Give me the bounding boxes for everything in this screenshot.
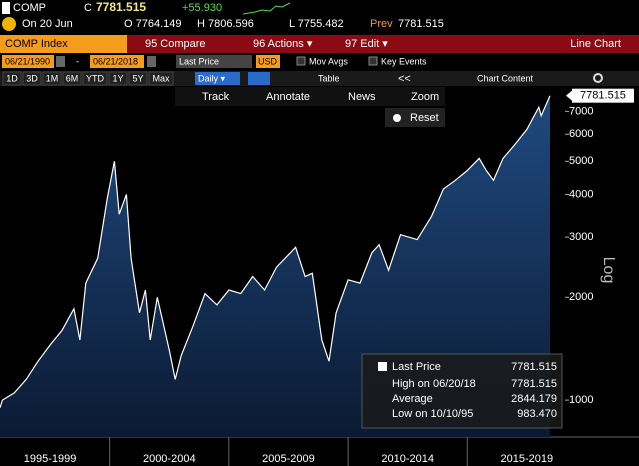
chart-kind: Line Chart	[570, 38, 621, 50]
period-button[interactable]	[128, 71, 148, 86]
prev: 7781.515	[398, 18, 444, 30]
period-button[interactable]	[42, 71, 62, 86]
currency-box[interactable]	[256, 55, 280, 68]
security-box[interactable]	[0, 35, 127, 53]
settings-icon[interactable]	[593, 73, 603, 83]
start-date-box[interactable]	[2, 55, 54, 68]
period-button[interactable]	[62, 71, 82, 86]
x-tick-label: 2005-2009	[262, 453, 315, 465]
stat-value: 983.470	[517, 408, 557, 420]
field[interactable]: Last Price	[179, 56, 219, 66]
ticker: COMP	[13, 2, 46, 14]
y-tick-label: 6000	[569, 128, 593, 140]
open: O 7764.149	[124, 18, 182, 30]
last-value-pointer	[566, 90, 572, 101]
low: L 7755.482	[289, 18, 344, 30]
stat-label: High on 06/20/18	[392, 378, 476, 390]
reset-icon[interactable]	[393, 114, 401, 122]
checkbox[interactable]	[368, 56, 378, 66]
actions-menu[interactable]: 96 Actions ▾	[253, 38, 313, 50]
edit-menu[interactable]: 97 Edit ▾	[345, 38, 388, 50]
period-button[interactable]	[148, 71, 174, 86]
security[interactable]: COMP Index	[5, 38, 68, 50]
period-label[interactable]: 1D	[6, 73, 18, 83]
sparkline	[242, 2, 291, 15]
field-box[interactable]	[176, 55, 252, 68]
period-label[interactable]: 3D	[26, 73, 38, 83]
legend	[361, 353, 563, 429]
y-tick-label: 3000	[569, 231, 593, 243]
checkbox[interactable]	[296, 56, 306, 66]
end-date[interactable]: 06/21/2018	[93, 56, 138, 66]
quote-date: On 20 Jun	[22, 18, 73, 30]
x-tick-label: 2000-2004	[143, 453, 196, 465]
reset-box[interactable]	[385, 108, 445, 127]
prev-label: Prev	[370, 18, 393, 30]
high: H 7806.596	[197, 18, 254, 30]
ticker-icon	[2, 2, 10, 14]
frequency[interactable]: Daily ▾	[198, 73, 226, 83]
period-label[interactable]: 6M	[66, 73, 79, 83]
legend-value: 7781.515	[511, 361, 557, 373]
mov-avgs[interactable]: Mov Avgs	[309, 56, 348, 66]
calendar-icon[interactable]	[56, 56, 65, 67]
y-tick-label: 7000	[569, 105, 593, 117]
price-change: +55.930	[182, 2, 222, 14]
period-button[interactable]	[2, 71, 22, 86]
period-button[interactable]	[22, 71, 42, 86]
date-dash: -	[76, 56, 79, 66]
alert-icon	[2, 17, 16, 31]
reset-tool[interactable]: Reset	[410, 112, 439, 124]
x-tick-label: 2015-2019	[501, 453, 554, 465]
news-tool[interactable]: News	[348, 91, 376, 103]
frequency-box[interactable]	[195, 72, 240, 85]
stat-label: Average	[392, 393, 433, 405]
currency[interactable]: USD	[258, 56, 278, 66]
stat-value: 7781.515	[511, 378, 557, 390]
legend-label: Last Price	[392, 361, 441, 373]
period-label[interactable]: 1M	[46, 73, 59, 83]
y-tick-label: 5000	[569, 155, 593, 167]
period-button[interactable]	[82, 71, 108, 86]
annotate-tool[interactable]: Annotate	[266, 91, 310, 103]
x-tick-label: 2010-2014	[381, 453, 434, 465]
chart-content-button[interactable]: Chart Content	[477, 73, 534, 83]
y-tick-label: 1000	[569, 394, 593, 406]
close-flag: C	[84, 2, 92, 14]
end-date-box[interactable]	[90, 55, 144, 68]
line	[0, 95, 551, 408]
stat-value: 2844.179	[511, 393, 557, 405]
last-value-label: 7781.515	[580, 90, 626, 102]
chart-style-icon[interactable]	[248, 72, 270, 85]
y-tick-label: 4000	[569, 188, 593, 200]
period-button[interactable]	[108, 71, 128, 86]
period-label[interactable]: Max	[152, 73, 170, 83]
menu-bar	[127, 35, 639, 53]
stat-label: Low on 10/10/95	[392, 408, 473, 420]
period-label[interactable]: 1Y	[112, 73, 123, 83]
start-date[interactable]: 06/21/1990	[5, 56, 50, 66]
period-label[interactable]: 5Y	[132, 73, 143, 83]
y-tick-label: 2000	[569, 291, 593, 303]
track-tool[interactable]: Track	[202, 91, 230, 103]
x-tick-label: 1995-1999	[24, 453, 77, 465]
compare-menu[interactable]: 95 Compare	[145, 38, 206, 50]
zoom-tool[interactable]: Zoom	[411, 91, 439, 103]
calendar-icon[interactable]	[147, 56, 156, 67]
y-axis-label: Log	[600, 257, 617, 284]
last-price: 7781.515	[96, 0, 146, 14]
key-events[interactable]: Key Events	[381, 56, 427, 66]
last-value-box	[572, 88, 634, 103]
period-label[interactable]: YTD	[86, 73, 105, 83]
legend-swatch	[378, 362, 387, 371]
collapse-button[interactable]: <<	[398, 73, 411, 85]
table-button[interactable]: Table	[318, 73, 340, 83]
chart-tools	[175, 87, 445, 106]
area	[0, 95, 550, 437]
